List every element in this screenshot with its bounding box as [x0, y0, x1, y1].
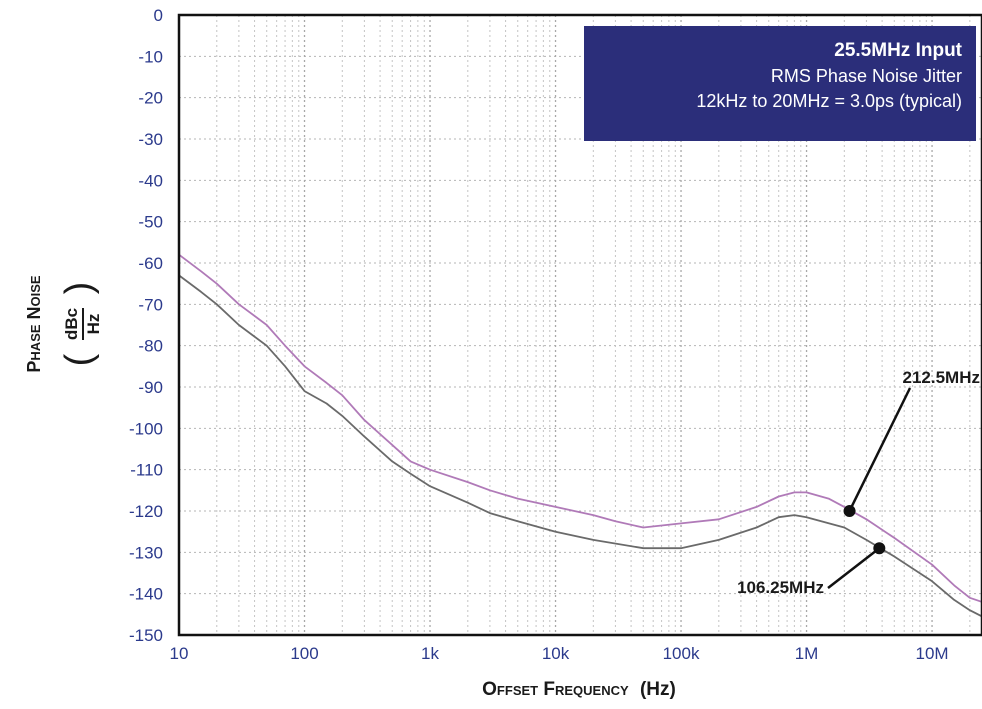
series-line-106.25MHz	[178, 274, 982, 618]
x-tick-label: 10k	[542, 644, 570, 663]
y-tick-label: -70	[138, 295, 163, 314]
x-tick-label: 1k	[421, 644, 439, 663]
y-tick-labels: 0 -10 -20 -30 -40 -50 -60 -70 -80 -90 -100 -110 -120…	[129, 6, 163, 645]
callout-marker-106MHz	[873, 542, 886, 555]
y-tick-label: -140	[129, 585, 163, 604]
x-tick-label: 10M	[916, 644, 949, 663]
x-tick-label: 1M	[795, 644, 819, 663]
y-tick-label: -90	[138, 378, 163, 397]
plot-area-border	[177, 13, 982, 637]
y-tick-label: -40	[138, 171, 163, 190]
info-box-line-3: 12kHz to 20MHz = 3.0ps (typical)	[696, 91, 962, 111]
callout-marker-212MHz	[843, 505, 856, 517]
y-axis-unit-close-paren: )	[58, 282, 100, 295]
y-axis-title-main: Phase Noise	[24, 275, 44, 373]
y-axis-unit-numerator: dBc	[62, 308, 81, 340]
info-box: 25.5MHz Input RMS Phase Noise Jitter 12k…	[584, 26, 976, 141]
x-tick-labels: 10 100 1k 10k 100k 1M 10M	[170, 644, 949, 663]
y-tick-label: -60	[138, 254, 163, 273]
y-tick-label: -110	[130, 461, 163, 480]
callout-label-212MHz: 212.5MHz	[903, 368, 980, 387]
y-axis-unit: ( dBc Hz )	[58, 282, 103, 367]
callout-leader-106MHz	[827, 547, 881, 589]
x-tick-label: 100	[290, 644, 318, 663]
y-tick-label: -50	[138, 213, 163, 232]
x-axis-title-unit: (Hz)	[640, 679, 676, 700]
y-axis-unit-denominator: Hz	[84, 314, 103, 335]
grid-layer	[179, 15, 982, 635]
callouts: 212.5MHz 106.25MHz	[737, 368, 980, 597]
callout-label-106MHz: 106.25MHz	[737, 578, 824, 597]
x-axis-title-main: Offset Frequency	[482, 679, 629, 700]
y-tick-label: 0	[154, 6, 163, 25]
x-axis-title: Offset Frequency (Hz)	[482, 679, 676, 700]
y-tick-label: -30	[138, 130, 163, 149]
y-tick-label: -120	[129, 502, 163, 521]
x-tick-label: 10	[170, 644, 189, 663]
y-tick-label: -80	[138, 337, 163, 356]
info-box-line-2: RMS Phase Noise Jitter	[770, 66, 962, 86]
x-tick-label: 100k	[663, 644, 700, 663]
y-tick-label: -20	[138, 89, 163, 108]
y-tick-label: -130	[129, 543, 163, 562]
y-axis-unit-open-paren: (	[58, 353, 100, 366]
y-tick-label: -100	[129, 419, 163, 438]
info-box-title: 25.5MHz Input	[834, 40, 962, 61]
callout-leader-212MHz	[848, 387, 912, 512]
y-tick-label: -10	[138, 47, 163, 66]
y-tick-label: -150	[129, 626, 163, 645]
